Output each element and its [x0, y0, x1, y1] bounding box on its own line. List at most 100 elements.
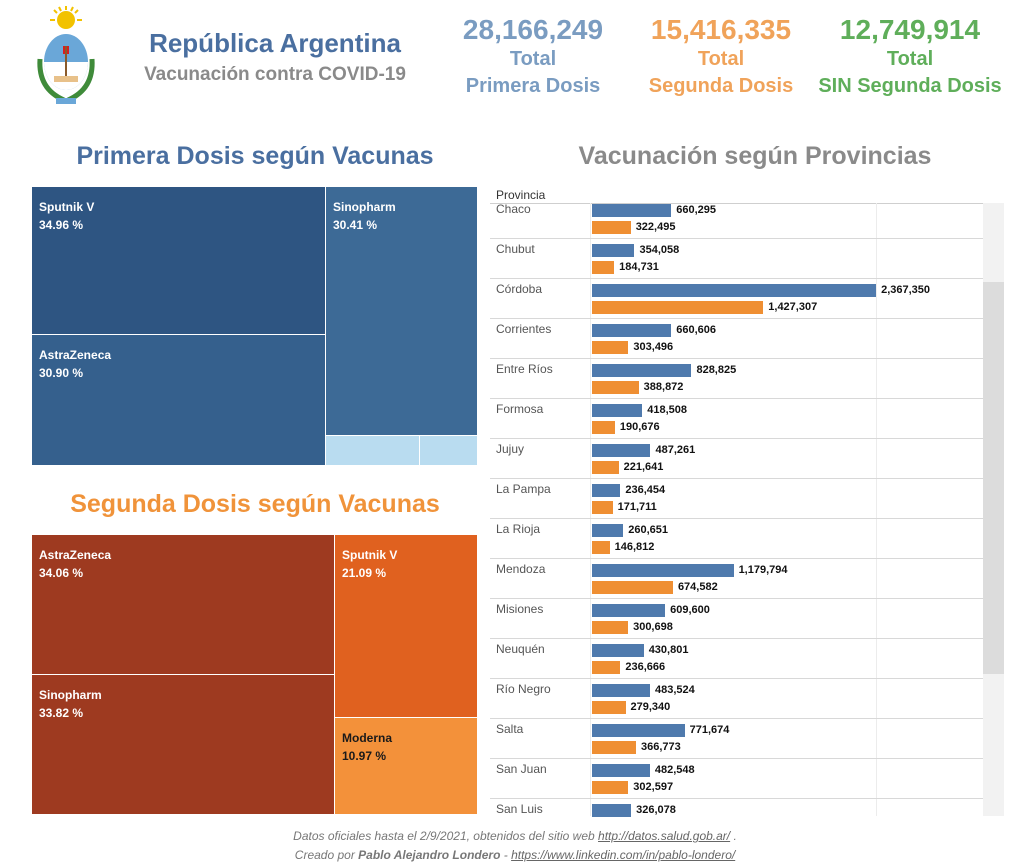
primera-dosis-title: Primera Dosis según Vacunas	[76, 142, 434, 170]
bar-segunda-dosis[interactable]	[592, 341, 629, 354]
treemap-cell-sputnik[interactable]: Sputnik V 21.09 %	[335, 535, 478, 718]
bar-segunda-dosis[interactable]	[592, 541, 610, 554]
bar-value-label: 221,641	[623, 461, 664, 473]
bar-primera-dosis[interactable]	[592, 604, 666, 617]
bar-segunda-dosis[interactable]	[592, 301, 764, 314]
segunda-dosis-treemap: AstraZeneca 34.06 % Sinopharm 33.82 % Sp…	[32, 535, 478, 815]
bar-value-label: 674,582	[677, 581, 718, 593]
bar-primera-dosis[interactable]	[592, 244, 635, 257]
treemap-cell-astrazeneca[interactable]: AstraZeneca 30.90 %	[32, 335, 326, 466]
bar-primera-dosis[interactable]	[592, 284, 877, 297]
footer-source-text: Datos oficiales hasta el 2/9/2021, obten…	[293, 829, 595, 843]
bar-primera-dosis[interactable]	[592, 404, 643, 417]
treemap-cell-percent: 33.82 %	[39, 706, 84, 720]
datos-salud-link[interactable]: http://datos.salud.gob.ar/	[598, 829, 731, 843]
bar-segunda-dosis[interactable]	[592, 221, 631, 234]
bar-primera-dosis[interactable]	[592, 324, 672, 337]
row-divider	[490, 598, 983, 599]
row-divider	[490, 798, 983, 799]
row-divider	[490, 438, 983, 439]
bar-primera-dosis[interactable]	[592, 364, 692, 377]
bar-primera-dosis[interactable]	[592, 764, 650, 777]
bar-primera-dosis[interactable]	[592, 684, 651, 697]
bar-value-label: 260,651	[628, 524, 669, 536]
bar-segunda-dosis[interactable]	[592, 261, 615, 274]
provincia-label: Neuquén	[496, 642, 545, 656]
bar-segunda-dosis[interactable]	[592, 501, 613, 514]
bar-segunda-dosis[interactable]	[592, 581, 673, 594]
bar-value-label: 430,801	[648, 644, 689, 656]
bar-primera-dosis[interactable]	[592, 564, 734, 577]
kpi-sin-segunda-dosis: 12,749,914 Total SIN Segunda Dosis	[812, 14, 1008, 100]
row-divider	[490, 318, 983, 319]
bar-segunda-dosis[interactable]	[592, 781, 629, 794]
kpi-value: 28,166,249	[462, 14, 604, 45]
provincia-label: Entre Ríos	[496, 362, 553, 376]
footer-credit: Creado por Pablo Alejandro Londero - htt…	[0, 848, 1030, 862]
treemap-cell-moderna[interactable]: Moderna 10.97 %	[335, 718, 478, 815]
bar-primera-dosis[interactable]	[592, 524, 624, 537]
bar-value-label: 366,773	[641, 741, 681, 753]
row-divider	[490, 518, 983, 519]
treemap-cell-sputnik[interactable]: Sputnik V 34.96 %	[32, 187, 326, 335]
bar-primera-dosis[interactable]	[592, 444, 651, 457]
bar-segunda-dosis[interactable]	[592, 381, 639, 394]
footer-credit-text: Creado por	[294, 848, 355, 862]
row-divider	[490, 398, 983, 399]
treemap-cell-label: Sputnik V	[39, 200, 95, 214]
linkedin-link[interactable]: https://www.linkedin.com/in/pablo-londer…	[511, 848, 736, 862]
bar-value-label: 171,711	[617, 501, 657, 513]
bar-segunda-dosis[interactable]	[592, 701, 626, 714]
bar-value-label: 418,508	[647, 404, 687, 416]
treemap-cell-other-1[interactable]	[326, 436, 420, 466]
page-title: República Argentina	[149, 28, 401, 58]
footer-separator: -	[503, 848, 508, 862]
treemap-cell-sinopharm[interactable]: Sinopharm 30.41 %	[326, 187, 478, 436]
bar-segunda-dosis[interactable]	[592, 461, 619, 474]
provincia-label: Misiones	[496, 602, 544, 616]
treemap-cell-label: Sinopharm	[39, 688, 102, 702]
row-divider	[490, 638, 983, 639]
treemap-cell-percent: 21.09 %	[342, 566, 387, 580]
bar-value-label: 828,825	[696, 364, 737, 376]
bar-primera-dosis[interactable]	[592, 644, 644, 657]
treemap-cell-astrazeneca[interactable]: AstraZeneca 34.06 %	[32, 535, 335, 675]
bar-value-label: 326,078	[636, 804, 676, 816]
bar-value-label: 146,812	[614, 541, 655, 553]
bar-primera-dosis[interactable]	[592, 804, 632, 817]
provincia-label: Formosa	[496, 402, 544, 416]
provincia-label: La Rioja	[496, 522, 541, 536]
kpi-label-line1: Total	[509, 48, 557, 70]
bar-value-label: 483,524	[655, 684, 695, 696]
bar-value-label: 354,058	[639, 244, 680, 256]
bar-segunda-dosis[interactable]	[592, 421, 615, 434]
treemap-cell-label: AstraZeneca	[39, 548, 112, 562]
bar-value-label: 302,597	[633, 781, 674, 793]
row-divider	[490, 478, 983, 479]
provincia-label: San Juan	[496, 762, 547, 776]
treemap-cell-other-2[interactable]	[420, 436, 478, 466]
bar-segunda-dosis[interactable]	[592, 741, 636, 754]
bar-segunda-dosis[interactable]	[592, 661, 621, 674]
bar-value-label: 300,698	[633, 621, 673, 633]
provincia-column-header: Provincia	[496, 188, 546, 202]
treemap-cell-percent: 34.06 %	[39, 566, 84, 580]
row-divider	[490, 558, 983, 559]
bar-primera-dosis[interactable]	[592, 484, 621, 497]
bar-primera-dosis[interactable]	[592, 204, 672, 217]
scrollbar-thumb[interactable]	[983, 282, 1004, 674]
kpi-primera-dosis: 28,166,249 Total Primera Dosis	[442, 14, 624, 100]
bar-segunda-dosis[interactable]	[592, 621, 629, 634]
bar-value-label: 609,600	[670, 604, 710, 616]
kpi-label-line2: SIN Segunda Dosis	[818, 75, 1002, 97]
footer-source-end: .	[733, 829, 737, 843]
treemap-cell-sinopharm[interactable]: Sinopharm 33.82 %	[32, 675, 335, 815]
row-divider	[490, 678, 983, 679]
kpi-value: 12,749,914	[839, 14, 981, 45]
bar-value-label: 322,495	[635, 221, 676, 233]
row-divider	[490, 278, 983, 279]
row-divider	[490, 718, 983, 719]
bar-primera-dosis[interactable]	[592, 724, 685, 737]
kpi-label-line1: Total	[886, 48, 934, 70]
treemap-cell-label: Moderna	[342, 731, 393, 745]
